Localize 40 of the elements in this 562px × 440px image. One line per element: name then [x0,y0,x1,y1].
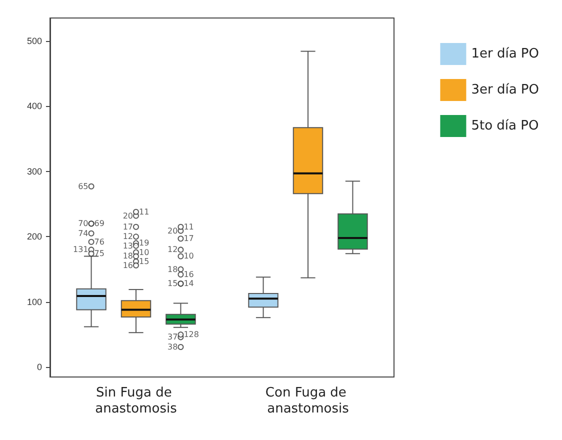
annotation: 69 [94,219,104,228]
annotation: 74 [78,228,88,238]
annotation: 16 [184,270,194,280]
legend-label: 5to día PO [471,118,539,134]
annotation: 11 [184,222,194,232]
annotation: 19 [139,238,150,248]
y-tick-label: 500 [26,36,42,46]
y-tick-label: 400 [26,101,42,112]
annotation: 12 [122,232,133,242]
annotation: 17 [184,234,194,244]
annotation: 20 [122,211,133,220]
annotation: 14 [184,279,194,288]
x-tick-label: Sin Fuga de anastomosis [95,386,178,416]
annotation: 12 [168,245,178,254]
annotation: 11 [139,207,150,216]
y-tick-label: 100 [26,296,42,307]
x-tick-label: Con Fuga de anastomosis [265,386,351,416]
annotation: 131 [73,245,88,254]
annotation: 37 [168,332,178,342]
annotation: 15 [139,256,150,266]
annotation: 18 [122,252,133,261]
legend-label: 3er día PO [471,82,539,98]
annotation: 70 [78,219,88,228]
y-tick-label: 200 [26,232,42,242]
annotation: 15 [168,279,178,288]
y-tick-label: 300 [26,166,42,176]
annotation: 18 [168,264,178,274]
annotation: 16 [122,260,133,270]
y-tick-label: 0 [36,362,42,372]
legend-label: 1er día PO [471,46,539,62]
annotation: 20 [168,226,178,236]
annotation: 38 [168,342,178,352]
annotation: 10 [139,248,150,257]
annotation: 76 [94,237,104,246]
annotation: 10 [184,252,194,261]
annotation: 75 [94,249,104,258]
annotation: 128 [184,330,199,340]
annotation: 13 [122,241,133,250]
annotation: 65 [78,182,88,191]
annotation: 17 [122,222,133,232]
